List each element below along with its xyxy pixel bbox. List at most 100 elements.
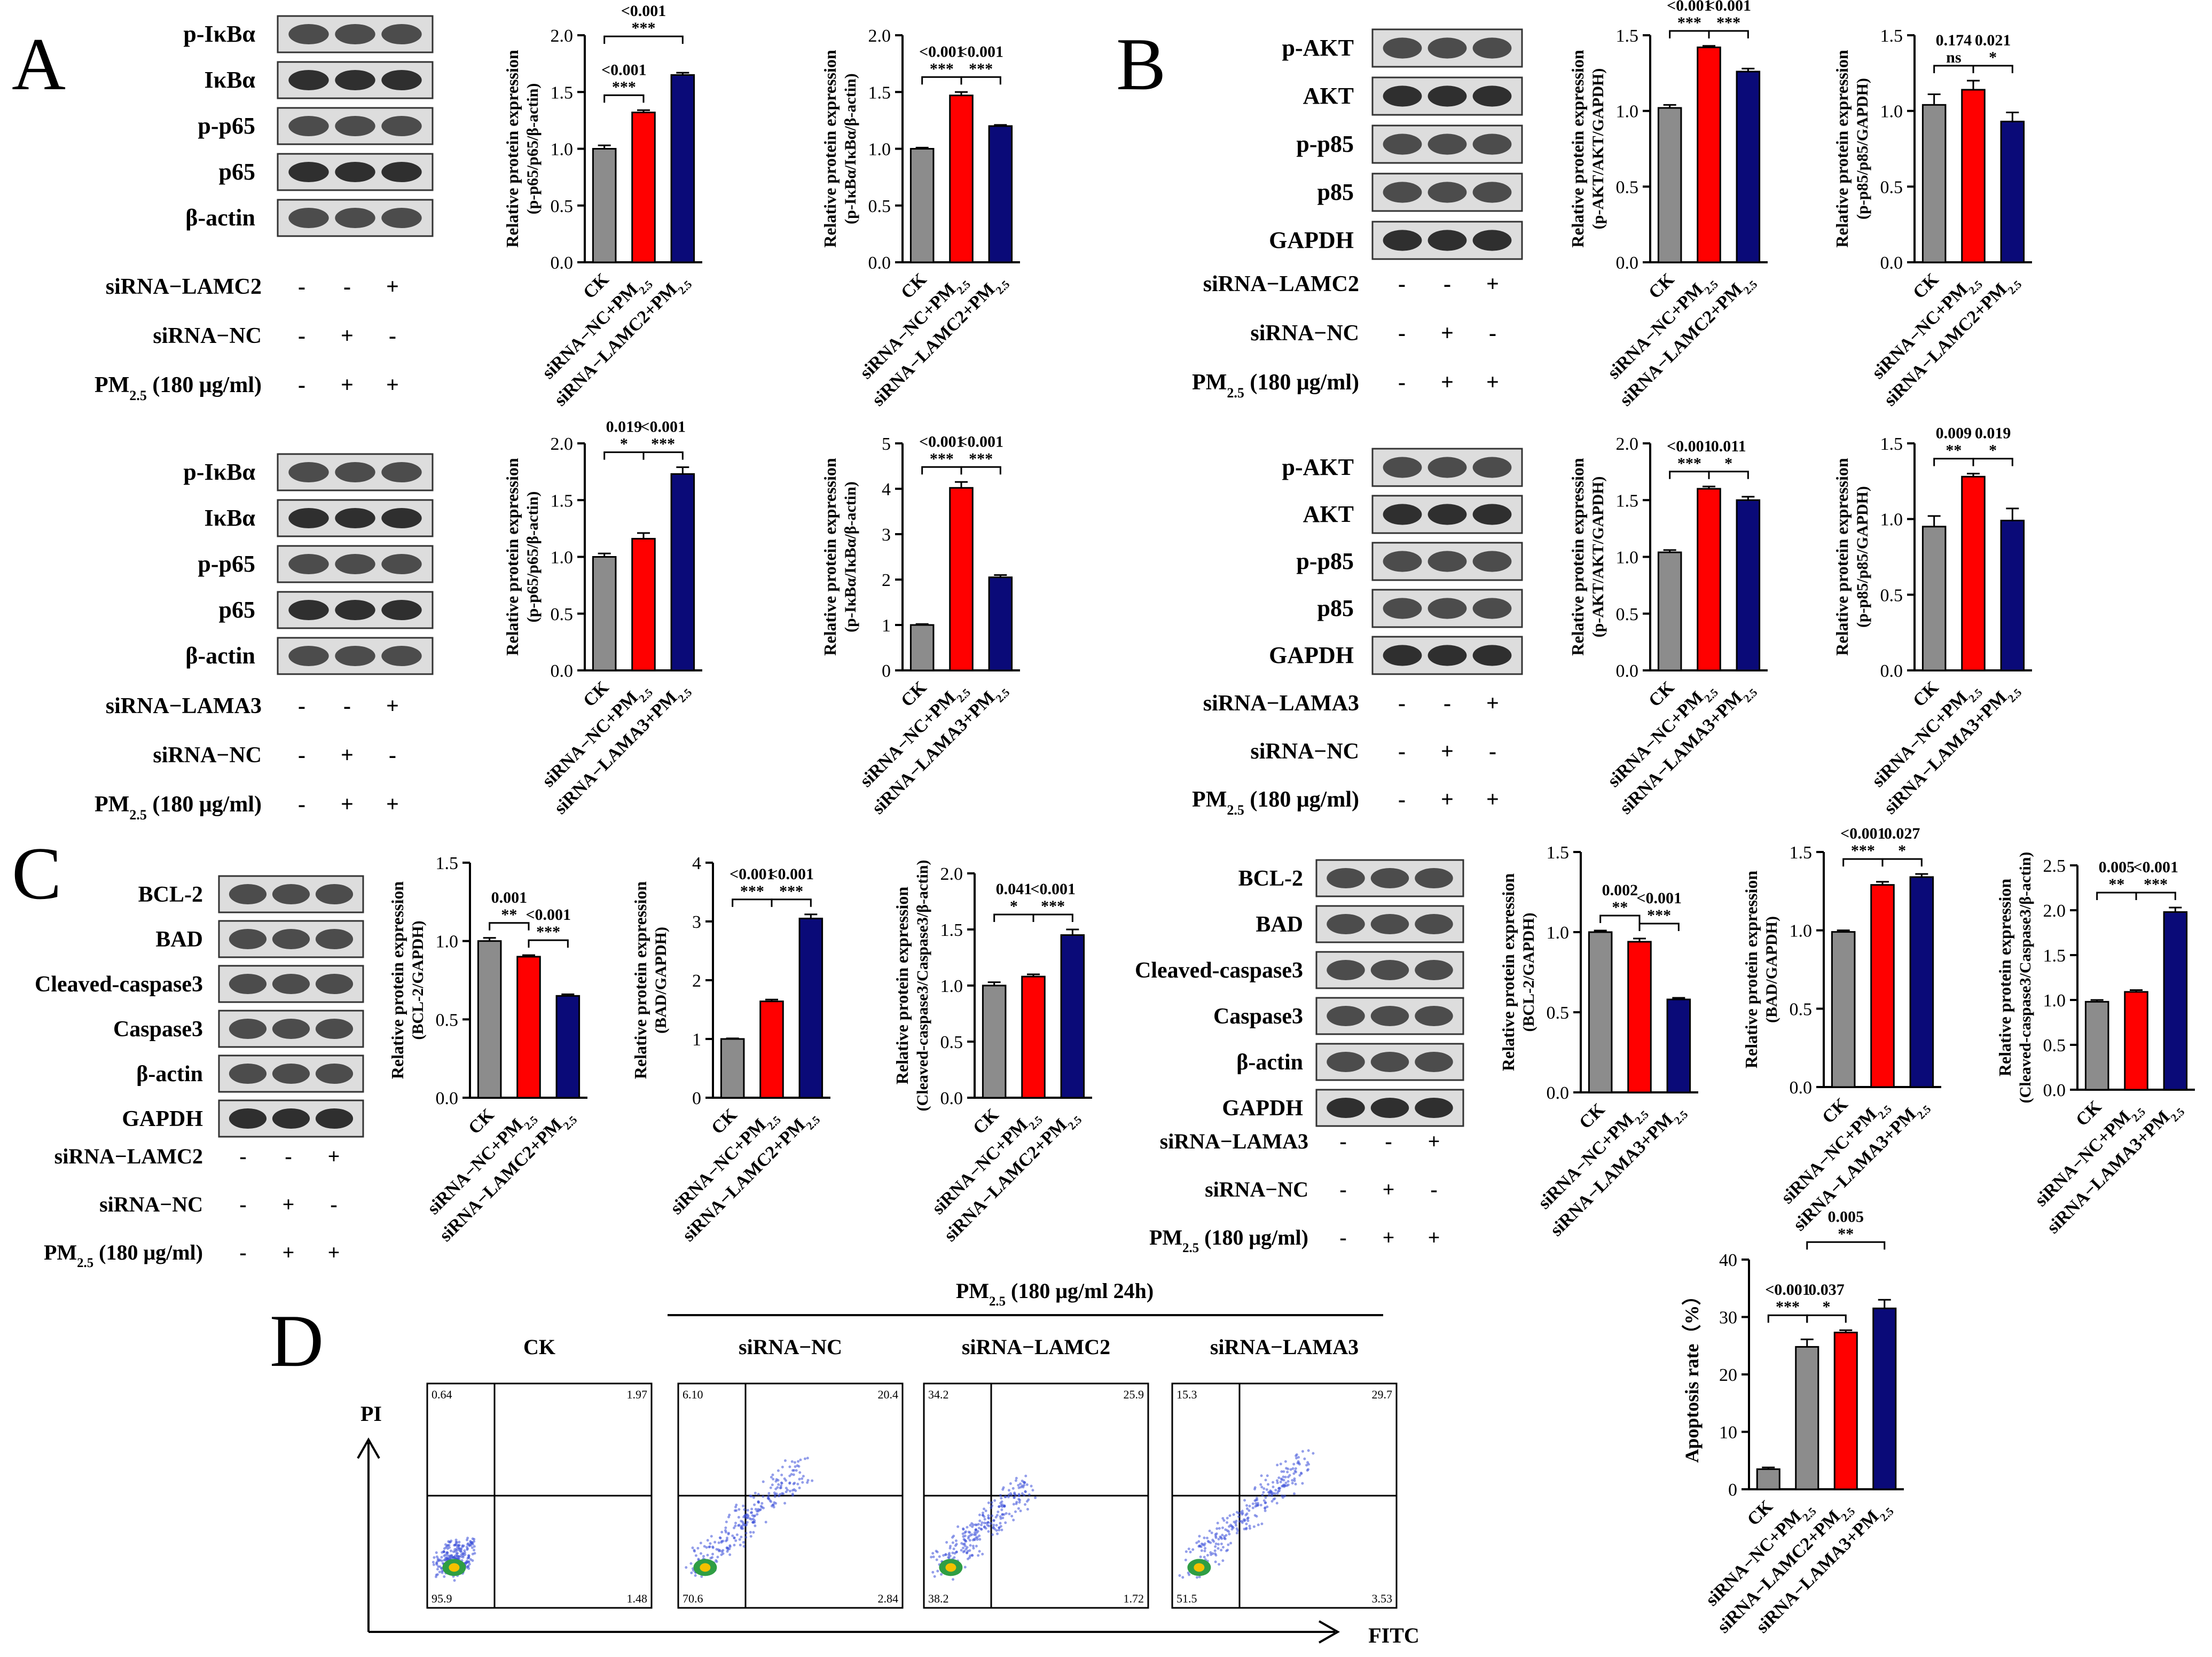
event-dot <box>1275 1502 1278 1505</box>
event-dot <box>951 1551 954 1554</box>
event-dot <box>806 1479 810 1482</box>
treatment-sign: + <box>1428 1129 1440 1153</box>
blot-band <box>288 161 329 183</box>
event-dot <box>737 1515 740 1519</box>
event-dot <box>1222 1519 1226 1522</box>
event-dot <box>938 1555 941 1558</box>
y-tick-label: 0 <box>1728 1480 1737 1500</box>
y-tick-label: 1.5 <box>1547 843 1570 863</box>
event-dot <box>746 1509 749 1512</box>
event-dot <box>1259 1483 1262 1486</box>
event-dot <box>1273 1492 1276 1495</box>
label-part: CK <box>1744 1496 1777 1530</box>
treatment-sign: + <box>386 275 399 299</box>
event-dot <box>987 1517 991 1520</box>
event-dot <box>1280 1470 1283 1473</box>
significance-bracket <box>921 466 962 475</box>
treatment-label: PM2.5 (180 μg/ml) <box>1149 1225 1308 1255</box>
event-dot <box>987 1530 990 1533</box>
event-dot <box>1248 1509 1251 1512</box>
y-axis-label: Relative protein expression <box>503 458 522 656</box>
event-dot <box>806 1457 809 1460</box>
event-dot <box>685 1566 688 1569</box>
blot-band <box>1427 598 1467 619</box>
event-dot <box>750 1495 753 1498</box>
event-dot <box>1203 1549 1206 1552</box>
event-dot <box>998 1505 1001 1508</box>
y-tick-label: 0.0 <box>1547 1083 1570 1103</box>
event-dot <box>774 1480 778 1483</box>
event-dot <box>1235 1523 1238 1527</box>
bar-chart-C1c: 0.0 0.5 1.0 1.5 2.0 Relative protein expressi… <box>892 860 1092 1246</box>
y-tick-label: 2.0 <box>551 26 574 46</box>
event-dot <box>750 1518 753 1521</box>
event-dot <box>1294 1482 1297 1486</box>
blot-band <box>1427 645 1467 666</box>
event-dot <box>466 1557 469 1560</box>
y-axis-sublabel: (p-IκBα/IκBα/β-actin) <box>842 481 859 632</box>
event-dot <box>978 1519 982 1522</box>
event-dot <box>1226 1529 1229 1532</box>
y-axis-label: Relative protein expression <box>1499 873 1518 1072</box>
event-dot <box>1284 1475 1287 1479</box>
x-tick-label: CK <box>897 269 931 303</box>
bar <box>988 125 1013 263</box>
bar <box>1909 876 1934 1088</box>
event-dot <box>1305 1464 1308 1467</box>
panel-label-b: B <box>1116 23 1166 106</box>
treatment-sign: - <box>1398 370 1406 395</box>
treatment-sign: - <box>389 324 396 348</box>
blot-label: BAD <box>1256 912 1303 937</box>
event-dot <box>930 1556 933 1559</box>
event-dot <box>1254 1502 1258 1505</box>
p-value-label: 0.002 <box>1602 881 1638 899</box>
y-axis-sublabel: (BCL-2/GAPDH) <box>1520 912 1538 1031</box>
event-dot <box>728 1553 732 1557</box>
treatment-label: PM2.5 (180 μg/ml) <box>1192 370 1359 401</box>
event-dot <box>746 1513 749 1517</box>
event-dot <box>963 1544 967 1547</box>
significance-bracket <box>921 76 962 85</box>
event-dot <box>811 1479 814 1482</box>
event-dot <box>794 1465 797 1468</box>
event-dot <box>1301 1450 1304 1453</box>
event-dot <box>978 1550 981 1553</box>
y-tick-label: 1.0 <box>1880 102 1903 122</box>
event-dot <box>433 1556 436 1559</box>
significance-stars: *** <box>651 435 675 453</box>
blot-band <box>335 69 375 91</box>
label-part: CK <box>579 269 613 303</box>
event-dot <box>1243 1499 1246 1502</box>
event-dot <box>992 1526 995 1529</box>
blot-label: GAPDH <box>1269 227 1354 253</box>
event-dot <box>1009 1482 1012 1485</box>
event-dot <box>453 1579 456 1582</box>
label-part: PM <box>95 792 129 817</box>
bar <box>1697 488 1721 671</box>
event-dot <box>802 1475 805 1478</box>
treatment-label: PM2.5 (180 μg/ml) <box>1192 787 1359 818</box>
event-dot <box>1221 1534 1224 1537</box>
event-dot <box>990 1506 993 1510</box>
event-dot <box>435 1555 438 1558</box>
event-dot <box>775 1492 778 1496</box>
event-dot <box>1266 1505 1269 1509</box>
bar-chart-A1b: 0.0 0.5 1.0 1.5 2.0 Relative protein expressi… <box>820 26 1020 410</box>
event-dot <box>1294 1467 1297 1470</box>
y-tick-label: 0.5 <box>1616 605 1639 624</box>
event-dot <box>1253 1486 1257 1489</box>
quadrant-q3-value: 2.84 <box>878 1592 899 1605</box>
event-dot <box>978 1538 982 1541</box>
event-dot <box>1027 1493 1031 1496</box>
event-dot <box>1261 1494 1264 1497</box>
event-dot <box>1245 1522 1248 1526</box>
event-dot <box>963 1538 967 1542</box>
event-dot <box>777 1483 780 1486</box>
event-dot <box>975 1544 978 1547</box>
event-dot <box>467 1554 470 1558</box>
event-dot <box>750 1511 754 1514</box>
event-dot <box>1284 1460 1287 1463</box>
event-dot <box>703 1545 706 1548</box>
event-dot <box>762 1506 765 1510</box>
event-dot <box>1187 1547 1190 1551</box>
